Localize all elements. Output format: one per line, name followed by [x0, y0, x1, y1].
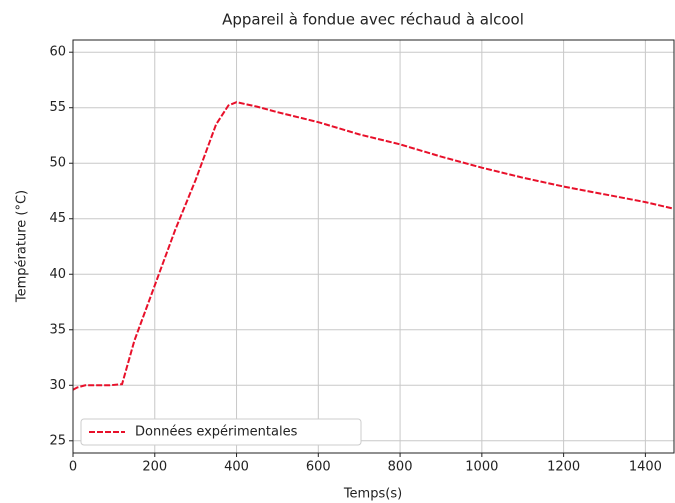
y-tick-label: 60: [49, 45, 66, 60]
y-tick-label: 35: [49, 322, 66, 337]
plot-frame: [72, 39, 675, 454]
plot-area: [73, 40, 674, 453]
x-tick-label: 1400: [629, 460, 662, 475]
y-tick-label: 50: [49, 156, 66, 171]
x-tick-label: 1000: [465, 460, 498, 475]
x-tick-label: 800: [388, 460, 413, 475]
x-tick-label: 200: [142, 460, 167, 475]
y-tick-label: 30: [49, 378, 66, 393]
y-tick-label: 25: [49, 433, 66, 448]
y-tick-label: 40: [49, 267, 66, 282]
y-tick-label: 55: [49, 100, 66, 115]
y-tick-label: 45: [49, 211, 66, 226]
legend: Données expérimentales: [80, 418, 362, 446]
y-axis-label: Température (°C): [15, 190, 30, 303]
legend-label: Données expérimentales: [135, 425, 298, 440]
x-tick-label: 400: [224, 460, 249, 475]
x-tick-label: 1200: [547, 460, 580, 475]
data-line: [72, 101, 675, 391]
x-axis-label: Temps(s): [343, 487, 402, 502]
chart-title: Appareil à fondue avec réchaud à alcool: [222, 11, 524, 29]
x-tick-label: 600: [306, 460, 331, 475]
x-tick-label: 0: [69, 460, 77, 475]
legend-box: [80, 418, 362, 446]
